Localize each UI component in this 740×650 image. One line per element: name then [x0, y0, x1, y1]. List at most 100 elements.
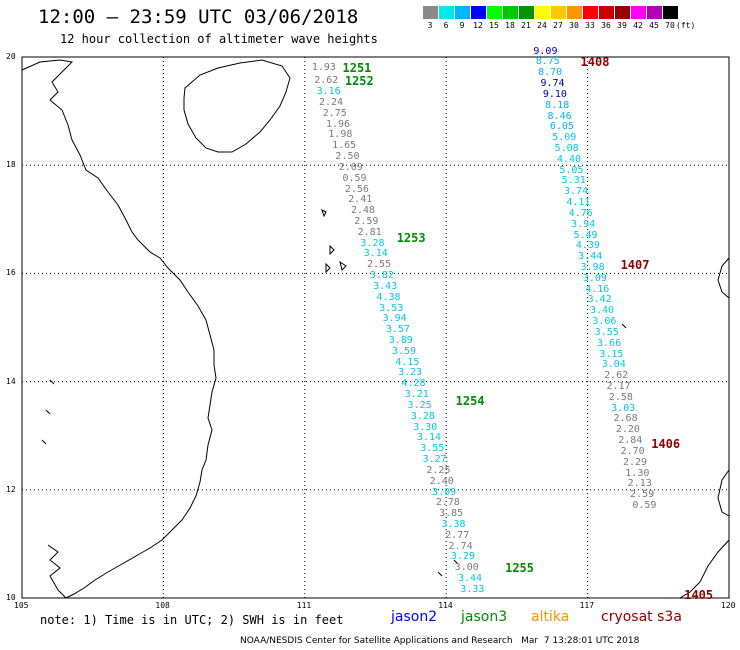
wave-height-value: 2.75 [322, 107, 347, 119]
wave-height-value: 4.38 [376, 291, 401, 303]
wave-height-value: 3.55 [420, 443, 445, 455]
wave-height-value: 2.77 [445, 529, 470, 541]
latitude-label: 18 [6, 160, 16, 170]
longitude-label: 105 [14, 601, 29, 610]
wave-height-value: 3.94 [571, 218, 596, 230]
wave-height-value: 3.25 [407, 399, 432, 411]
legend-swatch [486, 6, 502, 19]
wave-height-value: 9.09 [533, 45, 558, 57]
legend-swatch [646, 6, 662, 19]
map-title: 12:00 – 23:59 UTC 03/06/2018 [38, 6, 359, 28]
wave-height-value: 2.48 [350, 205, 376, 217]
wave-height-value: 4.40 [556, 153, 582, 165]
wave-height-value: 3.16 [316, 86, 341, 98]
wave-height-value: 2.58 [608, 391, 633, 403]
wave-height-value: 3.44 [457, 573, 483, 585]
wave-height-value: 4.39 [575, 240, 600, 252]
legend-label: 12 [473, 21, 483, 30]
wave-height-value: 3.28 [360, 237, 385, 249]
wave-height-value: 3.21 [404, 389, 429, 401]
wave-height-value: 2.20 [615, 424, 640, 436]
legend-label: 3 [427, 21, 433, 30]
legend-label: 45 [649, 21, 659, 30]
pass-label: 1253 [396, 231, 426, 246]
wave-height-value: 4.76 [568, 207, 593, 219]
wave-height-value: 3.03 [611, 402, 636, 414]
legend-swatch [454, 6, 470, 19]
pass-label: 1405 [684, 588, 714, 603]
wave-height-value: 2.84 [618, 435, 643, 447]
wave-height-value: 3.66 [597, 337, 622, 349]
pass-label: 1254 [455, 393, 485, 408]
wave-height-value: 3.15 [599, 348, 624, 360]
wave-height-value: 3.42 [587, 294, 612, 306]
wave-height-value: 0.59 [632, 500, 657, 512]
credit-line: NOAA/NESDIS Center for Satellite Applica… [240, 636, 640, 646]
wave-height-value: 2.74 [448, 540, 473, 552]
pass-label: 1251 [342, 60, 372, 75]
hainan-island [183, 59, 291, 153]
pass-label: 1408 [580, 55, 610, 70]
wave-height-value: 2.29 [622, 456, 648, 468]
longitude-label: 114 [438, 601, 453, 610]
pass-label: 1252 [344, 74, 374, 89]
wave-height-value: 5.31 [561, 175, 586, 187]
legend-swatch [470, 6, 486, 19]
wave-height-value: 2.56 [344, 183, 369, 195]
satellite-name: cryosat s3a [601, 609, 682, 625]
wave-height-value: 1.30 [625, 467, 650, 479]
wave-height-value: 4.16 [585, 283, 610, 295]
footnote: note: 1) Time is in UTC; 2) SWH is in fe… [40, 613, 344, 627]
legend-swatch [518, 6, 534, 19]
wave-height-value: 1.65 [332, 140, 357, 152]
legend-swatch [550, 6, 566, 19]
wave-height-value: 2.41 [348, 194, 373, 206]
legend-label: 36 [601, 21, 611, 30]
map-frame [21, 56, 730, 599]
longitude-label: 111 [296, 601, 312, 610]
wave-height-value: 1.98 [328, 129, 353, 141]
legend-label: 6 [443, 21, 449, 30]
satellite-name: altika [531, 609, 570, 625]
wave-height-value: 2.62 [604, 370, 629, 382]
map-subtitle: 12 hour collection of altimeter wave hei… [60, 32, 378, 46]
satellite-name: jason3 [461, 609, 508, 625]
vietnam-coastline [21, 59, 217, 599]
wave-height-value: 5.49 [573, 229, 598, 241]
wave-height-value: 2.78 [435, 497, 460, 509]
wave-height-value: 1.96 [326, 118, 351, 130]
legend-label: 30 [569, 21, 579, 30]
wave-height-value: 4.28 [401, 378, 426, 390]
wave-height-value: 2.09 [338, 161, 363, 173]
wave-height-value: 3.14 [416, 432, 442, 444]
legend-label: 42 [633, 21, 643, 30]
legend-swatch [422, 6, 438, 19]
wave-height-value: 4.11 [566, 197, 591, 209]
legend-swatch [534, 6, 550, 19]
mekong-delta [47, 544, 67, 599]
legend-swatch [614, 6, 630, 19]
legend-unit: (ft) [676, 21, 696, 30]
wave-height-value: 2.68 [613, 413, 638, 425]
wave-height-value: 4.15 [395, 356, 420, 368]
wave-height-value: 2.24 [318, 96, 344, 108]
wave-height-value: 3.29 [450, 551, 475, 563]
legend-swatch [662, 6, 678, 19]
legend-label: 33 [585, 21, 595, 30]
wave-height-value: 9.10 [542, 88, 567, 100]
wave-height-value: 5.08 [554, 142, 579, 154]
wave-height-value: 2.40 [429, 475, 454, 487]
legend-label: 27 [553, 21, 563, 30]
wave-height-value: 5.05 [559, 164, 584, 176]
wave-height-value: 3.28 [410, 410, 435, 422]
wave-height-value: 2.55 [367, 259, 392, 271]
wave-height-value: 8.70 [538, 67, 563, 79]
wave-height-value: 3.09 [432, 486, 457, 498]
legend-swatch [438, 6, 454, 19]
pass-label: 1255 [505, 561, 535, 576]
wave-height-value: 2.17 [606, 381, 631, 392]
legend-label: 21 [521, 21, 531, 30]
wave-height-legend [422, 6, 678, 19]
wave-height-value: 3.82 [369, 270, 394, 282]
